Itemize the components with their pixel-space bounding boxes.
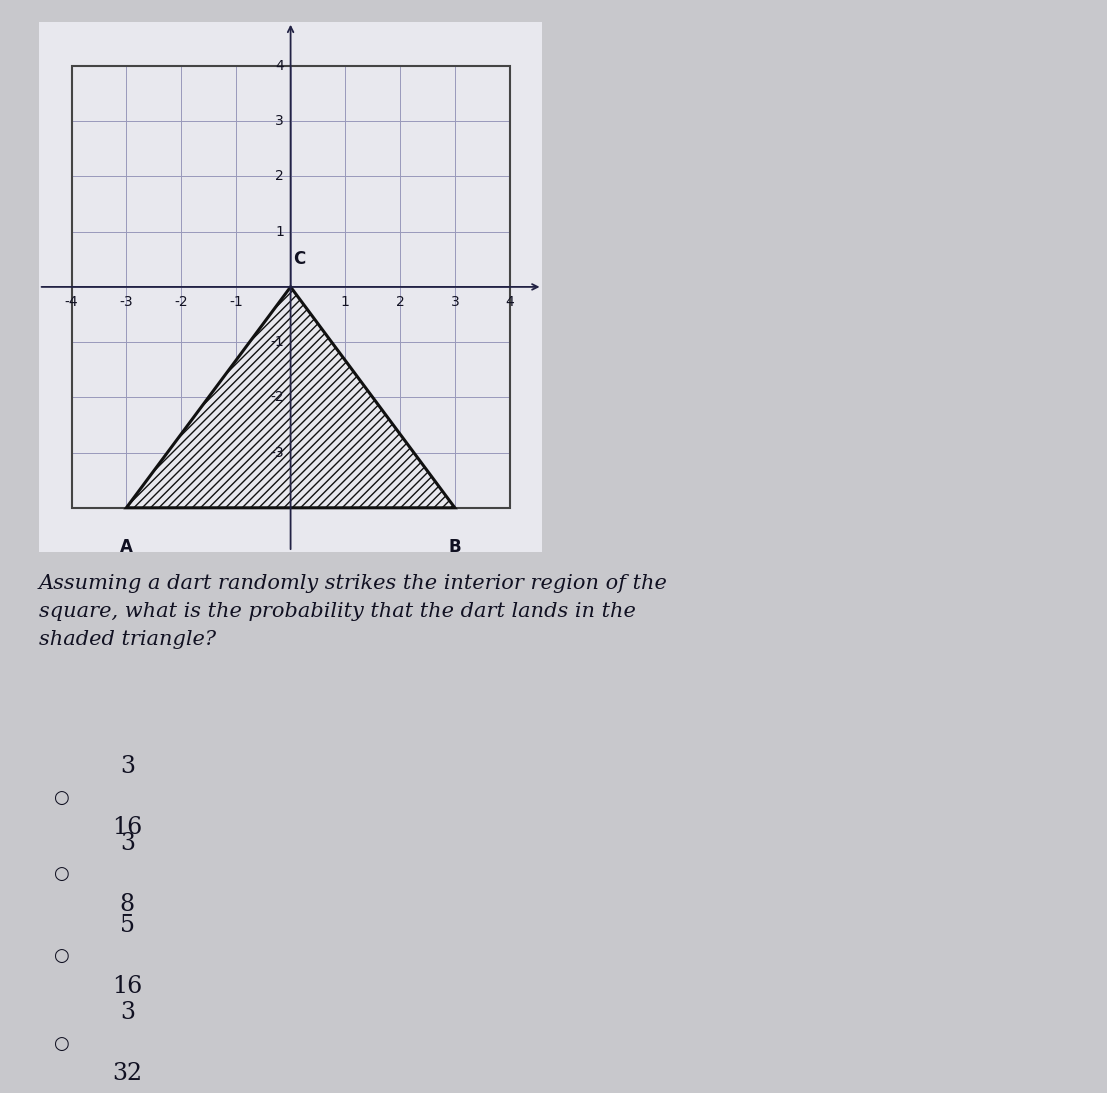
Text: 16: 16 (112, 975, 143, 998)
Text: 2: 2 (395, 295, 404, 309)
Text: 3: 3 (120, 755, 135, 778)
Text: 1: 1 (341, 295, 350, 309)
Text: 3: 3 (276, 115, 284, 128)
Text: 3: 3 (120, 1001, 135, 1024)
Text: -1: -1 (270, 336, 284, 349)
Text: 16: 16 (112, 816, 143, 839)
Text: B: B (448, 538, 462, 556)
Text: Assuming a dart randomly strikes the interior region of the
square, what is the : Assuming a dart randomly strikes the int… (39, 574, 668, 649)
Text: 4: 4 (505, 295, 514, 309)
Text: ○: ○ (53, 789, 69, 807)
Text: -4: -4 (65, 295, 79, 309)
Text: 32: 32 (112, 1062, 143, 1085)
Text: 1: 1 (276, 225, 284, 238)
Text: -3: -3 (120, 295, 133, 309)
Text: 4: 4 (276, 59, 284, 73)
Text: 8: 8 (120, 893, 135, 916)
Text: 3: 3 (120, 832, 135, 855)
Text: A: A (120, 538, 133, 556)
Text: ○: ○ (53, 1035, 69, 1053)
Text: 5: 5 (120, 914, 135, 937)
Text: -1: -1 (229, 295, 242, 309)
Text: C: C (292, 249, 304, 268)
Text: ○: ○ (53, 948, 69, 965)
Text: -3: -3 (270, 446, 284, 459)
Text: 2: 2 (276, 169, 284, 184)
Text: 3: 3 (451, 295, 459, 309)
Polygon shape (126, 287, 455, 508)
Text: ○: ○ (53, 866, 69, 883)
Text: -2: -2 (174, 295, 188, 309)
Text: -2: -2 (270, 390, 284, 404)
